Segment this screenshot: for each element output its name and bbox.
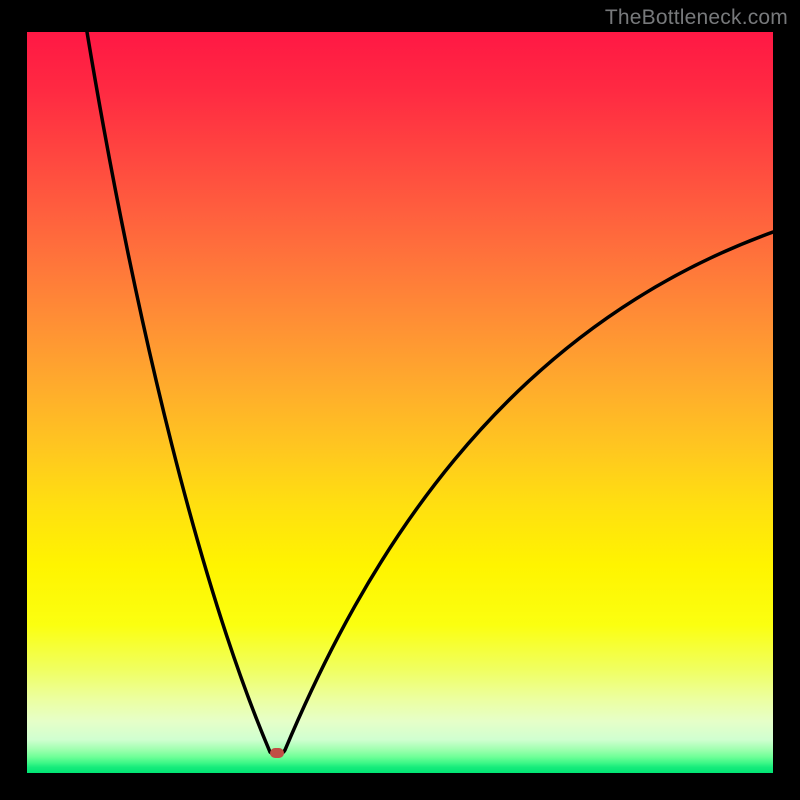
watermark-text: TheBottleneck.com xyxy=(605,6,788,30)
curve-path xyxy=(87,32,773,754)
minimum-marker xyxy=(270,748,284,758)
plot-area xyxy=(27,32,773,773)
chart-frame: TheBottleneck.com xyxy=(0,0,800,800)
bottleneck-curve xyxy=(27,32,773,773)
